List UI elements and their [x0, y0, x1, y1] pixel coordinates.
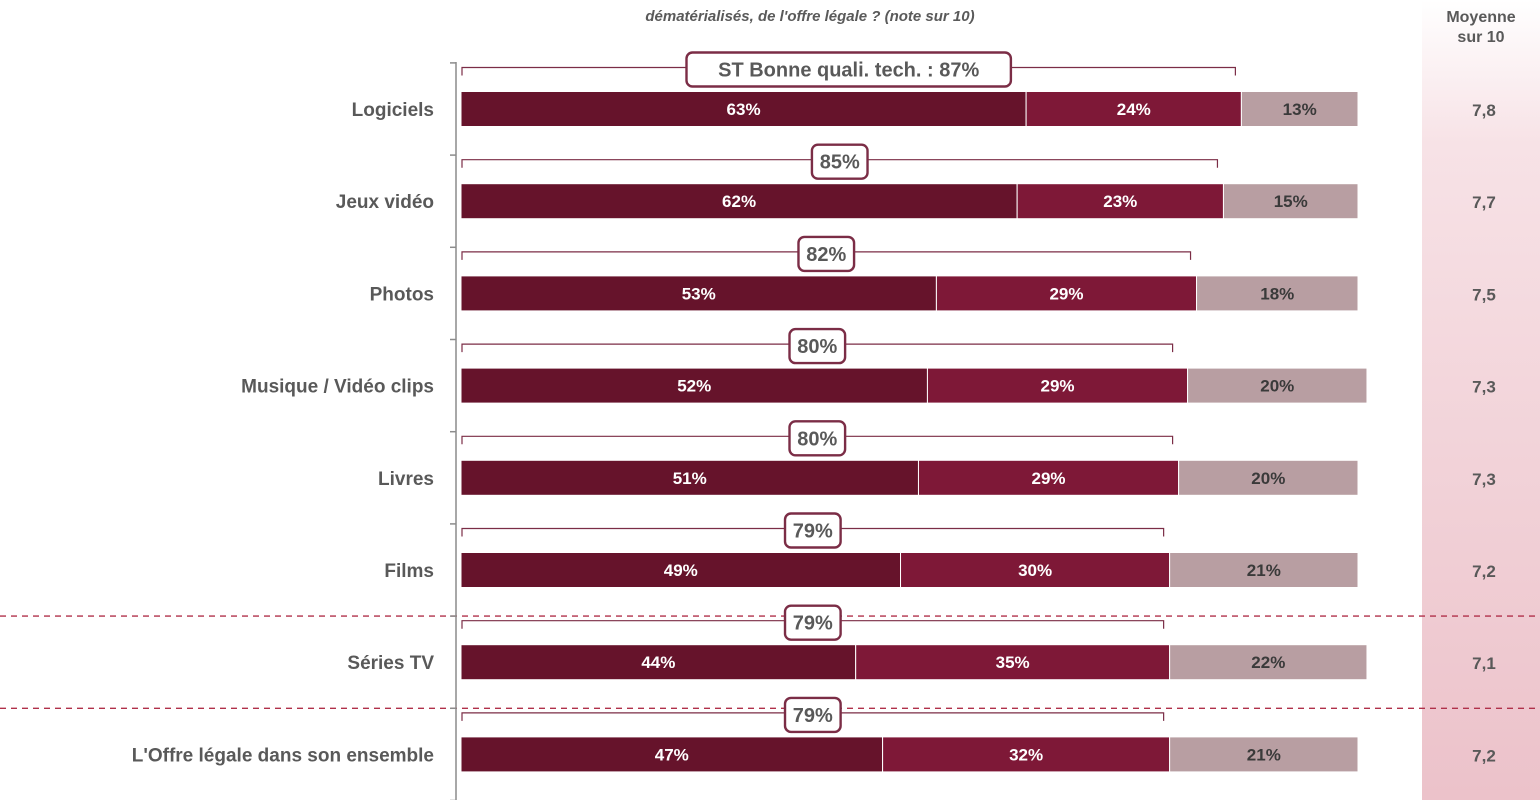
average-value: 7,2 [1472, 746, 1496, 765]
subtotal-label-box [783, 512, 842, 549]
bar-value-label: 20% [1251, 469, 1285, 488]
bar-value-label: 30% [1018, 561, 1052, 580]
category-label: Photos [370, 284, 434, 305]
subtotal-label-box [685, 51, 1013, 88]
bar-segment-3 [1169, 552, 1359, 588]
bar-value-label: 35% [996, 653, 1030, 672]
subtotal-label: 85% [820, 152, 860, 174]
bar-value-label: 32% [1009, 745, 1043, 764]
bar-segment-3 [1240, 91, 1359, 127]
bar-value-label: 47% [655, 745, 689, 764]
bar-segment-2 [926, 367, 1189, 404]
bar-segment-1 [460, 367, 928, 404]
bar-value-label: 13% [1283, 100, 1317, 119]
category-label: Livres [378, 469, 434, 490]
subtotal-label: ST Bonne quali. tech. : 87% [718, 60, 979, 82]
bar-value-label: 24% [1117, 100, 1151, 119]
bar-segment-3 [1169, 736, 1359, 773]
bar-segment-2 [1016, 183, 1224, 220]
bar-value-label: 29% [1040, 377, 1074, 396]
bar-value-label: 51% [673, 469, 707, 488]
bar-segment-3 [1187, 367, 1368, 404]
bar-value-label: 29% [1032, 469, 1066, 488]
category-label: Musique / Vidéo clips [241, 377, 434, 398]
chart-title: dématérialisés, de l'offre légale ? (not… [645, 8, 975, 25]
bar-value-label: 15% [1274, 192, 1308, 211]
bar-value-label: 52% [677, 377, 711, 396]
subtotal-brackets: ST Bonne quali. tech. : 87% 85% 82% 80% 80% 7… [461, 51, 1236, 734]
bar-segment-2 [1025, 91, 1242, 127]
category-labels: Logiciels Jeux vidéo Photos Musique / Vidéo… [132, 100, 435, 766]
subtotal-label: 79% [793, 613, 833, 635]
bar-segment-1 [460, 736, 884, 773]
category-axis [450, 62, 457, 800]
bar-segment-1 [460, 644, 857, 681]
average-values: 7,8 7,7 7,5 7,3 7,3 7,2 7,1 7,2 [1472, 101, 1496, 765]
bar-value-label: 20% [1260, 377, 1294, 396]
subtotal-label-box [783, 604, 842, 641]
bar-segment-1 [460, 91, 1027, 127]
bar-value-label: 53% [682, 284, 716, 303]
bar-value-label: 29% [1049, 284, 1083, 303]
subtotal-label-box [788, 420, 847, 457]
average-value: 7,3 [1472, 470, 1496, 489]
subtotal-label: 82% [806, 244, 846, 266]
bar-segment-2 [900, 552, 1171, 588]
bar-segment-3 [1169, 644, 1368, 681]
bar-value-label: 23% [1103, 192, 1137, 211]
bars: 63% 24% 13% 62% 23% 15% 53% 29% 18% 52% 29% 20% 51% 2… [460, 91, 1368, 773]
category-label: Jeux vidéo [336, 192, 434, 213]
bar-segment-1 [460, 183, 1018, 220]
bar-value-label: 21% [1247, 561, 1281, 580]
subtotal-label-box [797, 235, 856, 273]
bar-value-label: 18% [1260, 284, 1294, 303]
average-column-header: Moyenne sur 10 [1446, 9, 1516, 46]
bar-segment-2 [855, 644, 1171, 681]
category-label: Logiciels [352, 100, 434, 121]
subtotal-label: 79% [793, 705, 833, 727]
subtotal-label-box [783, 696, 842, 734]
bar-segment-3 [1222, 183, 1359, 220]
bar-segment-2 [935, 275, 1198, 312]
subtotal-label-box [810, 143, 869, 180]
bar-segment-1 [460, 459, 919, 496]
category-label: Séries TV [347, 653, 434, 674]
average-value: 7,8 [1472, 101, 1496, 120]
bar-segment-3 [1196, 275, 1359, 312]
bar-value-label: 21% [1247, 745, 1281, 764]
subtotal-label: 79% [793, 521, 833, 543]
subtotal-label: 80% [797, 336, 837, 358]
average-value: 7,1 [1472, 654, 1496, 673]
bar-value-label: 44% [641, 653, 675, 672]
bar-value-label: 63% [727, 100, 761, 119]
category-label: L'Offre légale dans son ensemble [132, 745, 434, 766]
bar-value-label: 62% [722, 192, 756, 211]
subtotal-label-box [788, 327, 847, 365]
average-value: 7,7 [1472, 193, 1496, 212]
bar-segment-3 [1178, 459, 1359, 496]
average-column-panel [1422, 0, 1540, 800]
bar-value-label: 49% [664, 561, 698, 580]
subtotal-label: 80% [797, 428, 837, 450]
bar-segment-2 [882, 736, 1171, 773]
average-value: 7,5 [1472, 285, 1496, 304]
category-label: Films [384, 561, 434, 582]
average-value: 7,3 [1472, 378, 1496, 397]
bar-segment-2 [917, 459, 1180, 496]
bar-value-label: 22% [1251, 653, 1285, 672]
average-value: 7,2 [1472, 562, 1496, 581]
row-separators [0, 615, 1540, 709]
